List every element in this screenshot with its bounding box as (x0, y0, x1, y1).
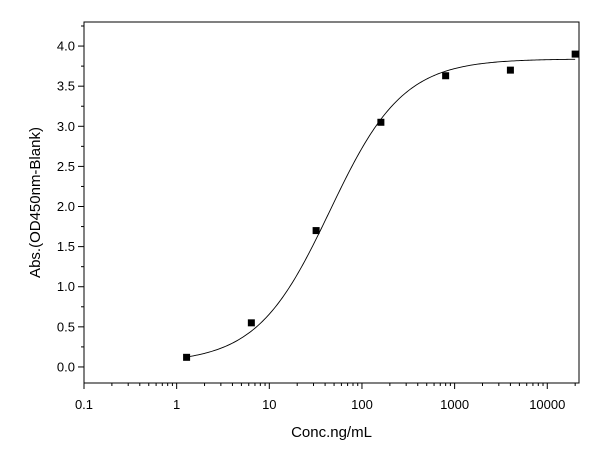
y-tick-label: 0.5 (57, 319, 75, 334)
data-point (312, 227, 320, 235)
y-tick-label: 3.0 (57, 119, 75, 134)
fit-curve (186, 58, 576, 358)
x-tick-label: 1 (173, 397, 180, 412)
x-tick-label: 0.1 (75, 397, 93, 412)
data-point (442, 72, 450, 80)
data-point (377, 118, 385, 126)
y-tick-label: 3.5 (57, 79, 75, 94)
x-axis-title: Conc.ng/mL (291, 424, 372, 441)
data-point (183, 353, 191, 361)
plot-area (183, 50, 579, 361)
y-tick-label: 0.0 (57, 359, 75, 374)
data-point (247, 319, 255, 327)
y-axis-title: Abs.(OD450nm-Blank) (27, 127, 44, 278)
x-tick-label: 100 (351, 397, 373, 412)
axes-frame (83, 21, 580, 384)
data-point (506, 66, 514, 74)
y-tick-label: 1.5 (57, 239, 75, 254)
y-tick-label: 2.5 (57, 159, 75, 174)
data-point (571, 50, 579, 58)
x-tick-label: 1000 (440, 397, 469, 412)
x-axis: 0.1 1 10 100 1000 10000 (75, 383, 576, 412)
x-tick-label: 10 (262, 397, 276, 412)
y-tick-label: 4.0 (57, 39, 75, 54)
y-axis: 0.0 0.5 1.0 1.5 2.0 2.5 3.0 3.5 4.0 (57, 25, 84, 374)
y-tick-label: 1.0 (57, 279, 75, 294)
data-points (183, 50, 579, 361)
y-tick-label: 2.0 (57, 199, 75, 214)
x-tick-label: 10000 (529, 397, 565, 412)
